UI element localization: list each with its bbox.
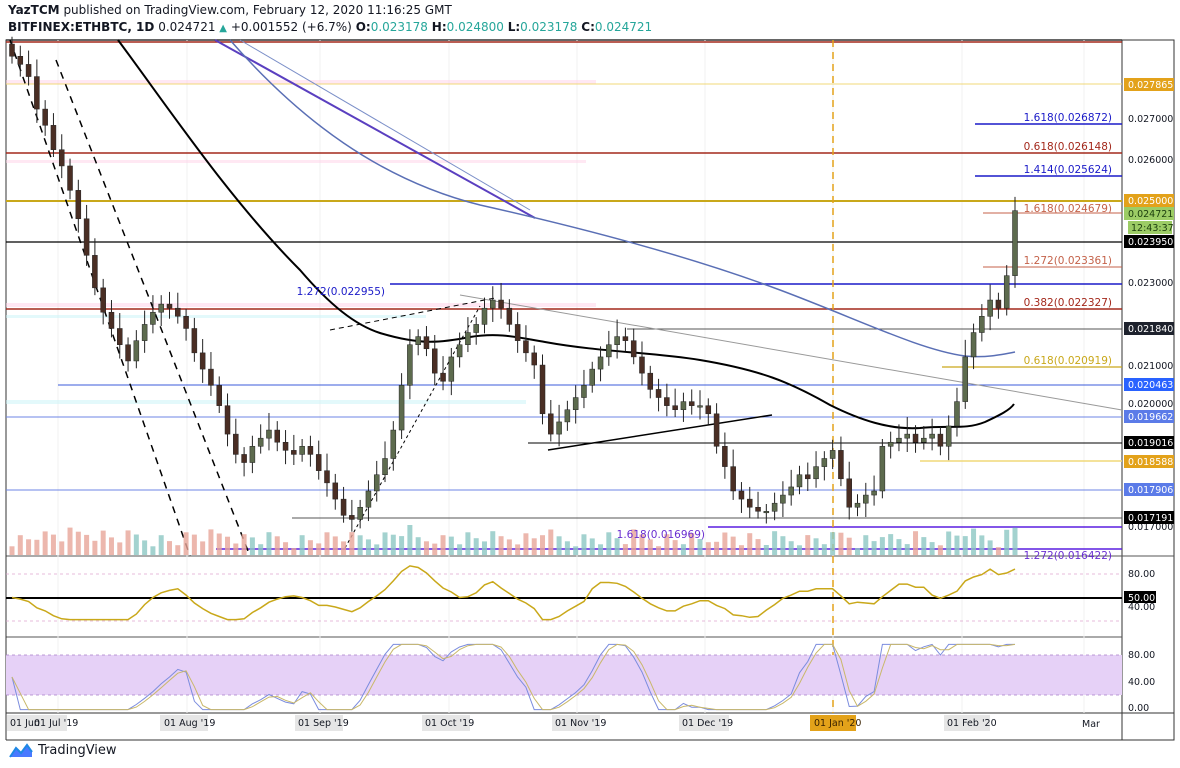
low-value: 0.023178 [520, 20, 578, 34]
trendlines[interactable] [9, 39, 1123, 557]
fib-label[interactable]: 1.272(0.023361) [1024, 255, 1112, 267]
price-label: 0.023950 [1128, 237, 1173, 248]
x-tick: 01 Nov '19 [555, 718, 606, 729]
symbol-label: BITFINEX:ETHBTC, 1D [8, 20, 155, 34]
tradingview-cloud-icon [9, 743, 33, 758]
publish-info: YazTCM published on TradingView.com, Feb… [8, 2, 1178, 19]
x-tick: 01 Oct '19 [425, 718, 474, 729]
ohlc-legend: BITFINEX:ETHBTC, 1D 0.024721 ▲ +0.001552… [8, 19, 1178, 37]
horizontal-levels[interactable] [6, 41, 1122, 550]
stoch-k-line [11, 643, 1015, 711]
stoch-tick: 80.00 [1128, 650, 1155, 661]
fib-label[interactable]: 0.618(0.026148) [1024, 141, 1112, 153]
high-value: 0.024800 [446, 20, 504, 34]
price-labels: 0.027865 0.025000 0.024721 12:43:37 0.02… [1124, 78, 1174, 524]
price-label: 0.018588 [1128, 457, 1173, 468]
price-label: 0.027865 [1128, 80, 1173, 91]
fib-label[interactable]: 1.618(0.026872) [1024, 112, 1112, 124]
x-tick: Mar [1082, 719, 1100, 730]
price-label: 0.017191 [1128, 513, 1173, 524]
x-tick: 01 Aug '19 [164, 718, 215, 729]
close-value: 0.024721 [594, 20, 653, 34]
last-price: 0.024721 [158, 20, 216, 34]
fib-label[interactable]: 0.382(0.022327) [1024, 297, 1112, 309]
rsi-tick: 40.00 [1128, 602, 1155, 613]
y-tick: 0.027000 [1128, 114, 1173, 125]
price-label: 0.019016 [1128, 438, 1173, 449]
rsi-line [11, 565, 1016, 621]
published-text: published on TradingView.com, February 1… [63, 3, 452, 17]
stoch-tick: 40.00 [1128, 677, 1155, 688]
rsi-tick: 80.00 [1128, 569, 1155, 580]
x-tick-highlighted: 01 Jan '20 [814, 718, 861, 729]
y-tick: 0.026000 [1128, 155, 1173, 166]
price-label: 0.025000 [1128, 196, 1173, 207]
fib-label[interactable]: 1.272(0.016422) [1024, 550, 1112, 562]
price-label: 0.020463 [1128, 380, 1173, 391]
open-value: 0.023178 [370, 20, 428, 34]
rsi-50-label: 50.00 [1128, 593, 1155, 604]
candlesticks[interactable] [9, 36, 1018, 532]
rsi-pane[interactable]: 80.00 50.00 40.00 [6, 565, 1156, 622]
fib-label[interactable]: 0.618(0.020919) [1024, 355, 1112, 367]
close-label: C: [581, 20, 595, 34]
x-tick: 01 Jul '19 [34, 718, 78, 729]
x-tick: 01 Sep '19 [298, 718, 349, 729]
price-change: +0.001552 (+6.7%) [230, 20, 352, 34]
price-label: 0.021840 [1128, 324, 1173, 335]
fib-label[interactable]: 1.618(0.024679) [1024, 203, 1112, 215]
author-name[interactable]: YazTCM [8, 3, 60, 17]
open-label: O: [355, 20, 371, 34]
high-label: H: [431, 20, 447, 34]
highlight-zones [6, 80, 596, 404]
tradingview-logo[interactable]: TradingView [8, 742, 117, 758]
price-label: 0.017906 [1128, 485, 1173, 496]
fib-label[interactable]: 1.272(0.022955) [297, 286, 385, 298]
y-tick: 0.020000 [1128, 399, 1173, 410]
stoch-tick: 0.00 [1128, 703, 1149, 714]
tradingview-brand: TradingView [38, 742, 117, 758]
fib-annotations: 1.618(0.026872) 0.618(0.026148) 1.414(0.… [297, 112, 1112, 562]
stoch-pane[interactable]: 80.00 40.00 0.00 [6, 643, 1155, 714]
x-tick: 01 Feb '20 [947, 718, 997, 729]
ma-blue[interactable] [229, 39, 1016, 358]
ma-black[interactable] [117, 39, 1015, 430]
stoch-d-line [11, 643, 1016, 711]
countdown-label: 12:43:37 [1131, 223, 1174, 234]
y-tick: 0.023000 [1128, 278, 1173, 289]
fib-label[interactable]: 1.414(0.025624) [1024, 164, 1112, 176]
y-axis-ticks: 0.027000 0.026000 0.023000 0.021000 0.02… [1128, 114, 1173, 533]
fib-label[interactable]: 1.618(0.016969) [617, 529, 705, 541]
chart-header: YazTCM published on TradingView.com, Feb… [8, 2, 1178, 37]
low-label: L: [507, 20, 521, 34]
price-label: 0.019662 [1128, 412, 1173, 423]
x-tick: 01 Jun [10, 718, 40, 729]
volume-bars[interactable] [9, 525, 1018, 555]
y-tick: 0.017000 [1128, 522, 1173, 533]
current-price-label: 0.024721 [1128, 209, 1173, 220]
x-tick: 01 Dec '19 [682, 718, 733, 729]
up-arrow-icon: ▲ [219, 23, 227, 34]
x-axis[interactable]: 01 Jun 01 Jul '19 01 Aug '19 01 Sep '19 … [7, 715, 1100, 731]
y-tick: 0.021000 [1128, 361, 1173, 372]
